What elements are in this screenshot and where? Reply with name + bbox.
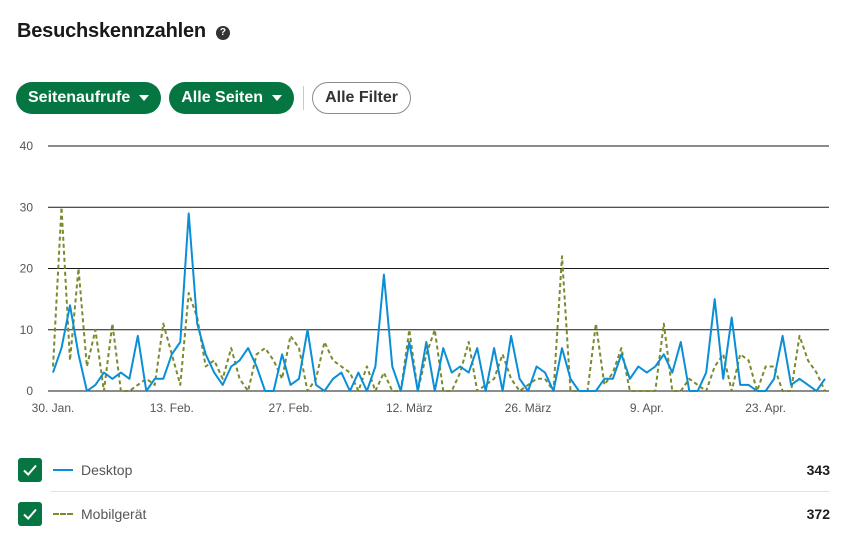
legend-label: Mobilgerät bbox=[81, 506, 147, 522]
desktop-checkbox[interactable] bbox=[18, 458, 42, 482]
series-line-mobile bbox=[52, 206, 826, 392]
mobile-checkbox[interactable] bbox=[18, 502, 42, 526]
all-filters-label: Alle Filter bbox=[325, 89, 398, 106]
all-filters-button[interactable]: Alle Filter bbox=[312, 82, 411, 114]
x-tick-label: 9. Apr. bbox=[630, 401, 664, 415]
x-tick-label: 30. Jan. bbox=[32, 401, 75, 415]
legend-item-desktop: Desktop 343 bbox=[18, 448, 830, 492]
page-title: Besuchskennzahlen bbox=[17, 20, 206, 42]
legend-divider bbox=[50, 491, 830, 492]
series-line-desktop bbox=[52, 212, 826, 392]
y-tick-label: 30 bbox=[20, 200, 34, 214]
x-tick-label: 27. Feb. bbox=[269, 401, 313, 415]
legend-item-mobile: Mobilgerät 372 bbox=[18, 492, 830, 536]
desktop-line-swatch bbox=[53, 469, 73, 471]
help-icon[interactable]: ? bbox=[215, 25, 230, 40]
checkmark-icon bbox=[23, 508, 37, 520]
mobile-line-swatch bbox=[53, 513, 73, 515]
x-tick-label: 12. März bbox=[386, 401, 433, 415]
filter-divider bbox=[303, 86, 305, 110]
legend-label: Desktop bbox=[81, 462, 133, 478]
y-tick-label: 10 bbox=[20, 323, 34, 337]
checkmark-icon bbox=[23, 464, 37, 476]
x-tick-label: 13. Feb. bbox=[150, 401, 194, 415]
x-tick-label: 26. März bbox=[505, 401, 552, 415]
y-tick-label: 20 bbox=[20, 262, 34, 276]
caret-down-icon bbox=[272, 95, 283, 101]
legend-total: 343 bbox=[806, 462, 830, 478]
y-tick-label: 40 bbox=[20, 139, 34, 153]
chart-legend: Desktop 343 Mobilgerät 372 bbox=[18, 448, 830, 536]
pages-dropdown-button[interactable]: Alle Seiten bbox=[169, 82, 295, 114]
metric-dropdown-label: Seitenaufrufe bbox=[28, 89, 131, 106]
visits-line-chart: 0 10 20 30 40 30. Jan. 13. Feb. 27. Feb. 12. Mär… bbox=[20, 139, 829, 415]
y-tick-label: 0 bbox=[26, 384, 33, 398]
filter-bar: Seitenaufrufe Alle Seiten Alle Filter bbox=[16, 82, 419, 114]
metric-dropdown-button[interactable]: Seitenaufrufe bbox=[16, 82, 162, 114]
caret-down-icon bbox=[139, 95, 150, 101]
x-tick-label: 23. Apr. bbox=[745, 401, 786, 415]
legend-total: 372 bbox=[806, 506, 830, 522]
pages-dropdown-label: Alle Seiten bbox=[181, 89, 264, 106]
page-header: Besuchskennzahlen ? bbox=[17, 20, 230, 43]
